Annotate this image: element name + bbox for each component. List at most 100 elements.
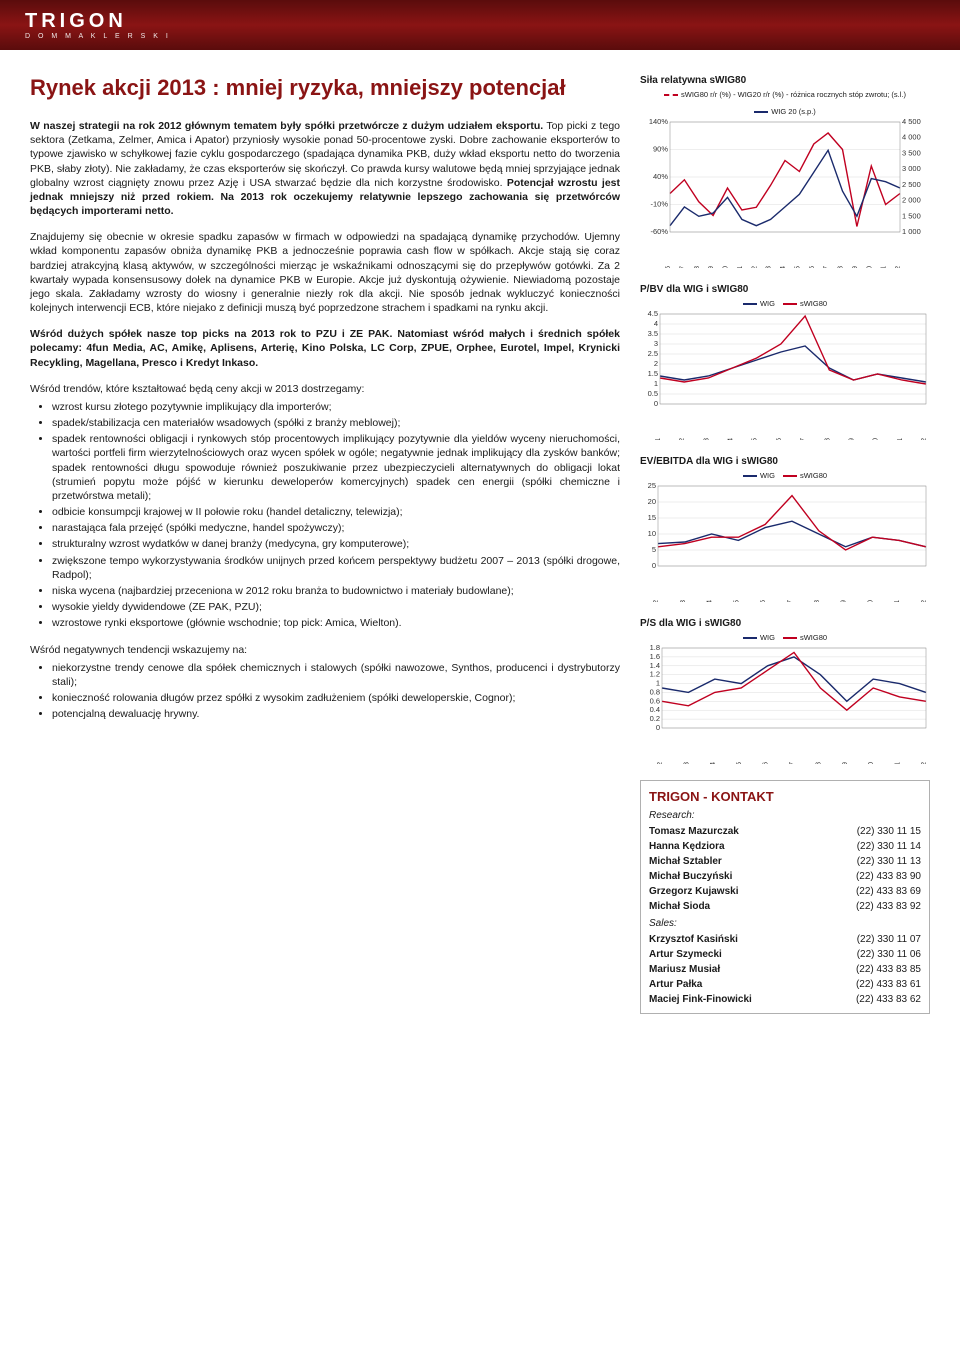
svg-text:140%: 140% [649,118,669,126]
svg-text:0: 0 [654,399,658,408]
svg-text:2: 2 [654,359,658,368]
svg-text:mar 09: mar 09 [841,600,848,602]
svg-text:mar 10: mar 10 [867,600,874,602]
svg-text:mar 10: mar 10 [868,762,875,764]
legend-wig: WIG [743,299,775,308]
svg-text:cze 04: cze 04 [728,438,735,440]
svg-text:mar 04: mar 04 [707,600,714,602]
svg-text:mar 12: mar 12 [921,762,928,764]
contact-row: Michał Sztabler(22) 330 11 13 [649,854,921,869]
svg-text:sty 05: sty 05 [794,266,801,268]
contact-phone: (22) 330 11 07 [857,932,921,947]
contact-phone: (22) 433 83 92 [856,899,921,914]
svg-text:15: 15 [648,513,656,522]
svg-text:mar 06: mar 06 [760,600,767,602]
svg-text:0.6: 0.6 [650,696,660,705]
chart-3: EV/EBITDA dla WIG i sWIG80 WIG sWIG80 05… [640,456,930,602]
legend-line-navy-icon [754,111,768,113]
contact-row: Tomasz Mazurczak(22) 330 11 15 [649,824,921,839]
chart-3-svg: 0510152025mar 02mar 03mar 04mar 05mar 06… [640,482,930,602]
contact-box: TRIGON - KONTAKT Research: Tomasz Mazurc… [640,780,930,1014]
contact-row: Michał Sioda (22) 433 83 92 [649,899,921,914]
chart-2: P/BV dla WIG i sWIG80 WIG sWIG80 00.511.… [640,284,930,440]
svg-text:mar 08: mar 08 [815,762,822,764]
svg-text:sty 96: sty 96 [665,266,672,268]
list-item: konieczność rolowania długów przez spółk… [52,691,620,705]
contact-phone: (22) 330 11 06 [857,947,921,962]
svg-text:mar 06: mar 06 [763,762,770,764]
legend-wig20-label: WIG 20 (s.p.) [771,107,816,116]
paragraph-2: Znajdujemy się obecnie w okresie spadku … [30,230,620,315]
trends-list: wzrost kursu złotego pozytywnie implikuj… [30,400,620,631]
contact-name: Artur Szymecki [649,947,722,962]
research-label: Research: [649,810,921,821]
list-item: zwiększone tempo wykorzystywania środków… [52,554,620,582]
svg-text:0.8: 0.8 [650,687,660,696]
legend-wig-label: WIG [760,633,775,642]
svg-text:sty 08: sty 08 [838,266,845,268]
svg-text:-10%: -10% [650,200,668,209]
page: Rynek akcji 2013 : mniej ryzyka, mniejsz… [0,50,960,1039]
contact-row: Maciej Fink-Finowicki(22) 433 83 62 [649,992,921,1007]
svg-text:sty 99: sty 99 [708,266,715,268]
contact-phone: (22) 433 83 62 [856,992,921,1007]
contact-name: Artur Pałka [649,977,702,992]
main-title: Rynek akcji 2013 : mniej ryzyka, mniejsz… [30,75,620,101]
logo-sub: D O M M A K L E R S K I [25,33,171,40]
svg-text:4: 4 [654,319,658,328]
svg-text:mar 08: mar 08 [814,600,821,602]
svg-text:25: 25 [648,482,656,490]
svg-text:cze 07: cze 07 [800,438,807,440]
svg-text:mar 12: mar 12 [921,600,928,602]
contact-name: Michał Sioda [649,899,710,914]
contact-phone: (22) 433 83 85 [856,962,921,977]
logo-main: TRIGON [25,10,171,33]
contact-row: Krzysztof Kasiński(22) 330 11 07 [649,932,921,947]
svg-text:mar 11: mar 11 [895,762,902,764]
svg-text:cze 06: cze 06 [776,438,783,440]
list-item: niekorzystne trendy cenowe dla spółek ch… [52,661,620,689]
contact-name: Michał Sztabler [649,854,722,869]
svg-text:1.5: 1.5 [648,369,658,378]
legend-line-wig-icon [743,303,757,305]
contact-name: Hanna Kędziora [649,839,725,854]
svg-text:10: 10 [648,529,656,538]
svg-text:4 500: 4 500 [902,118,921,126]
legend-swig-label: sWIG80 [800,471,827,480]
svg-text:mar 02: mar 02 [657,762,664,764]
svg-text:cze 09: cze 09 [848,438,855,440]
legend-swig-3: sWIG80 [783,471,827,480]
svg-text:cze 10: cze 10 [873,438,880,440]
contact-title: TRIGON - KONTAKT [649,789,921,804]
legend-wig-label: WIG [760,299,775,308]
legend-line-red-icon [664,94,678,96]
svg-text:mar 07: mar 07 [787,600,794,602]
svg-text:mar 11: mar 11 [894,600,901,602]
chart-1-title: Siła relatywna sWIG80 [640,75,930,86]
svg-text:1 500: 1 500 [902,211,921,220]
list-item: strukturalny wzrost wydatków w danej bra… [52,537,620,551]
svg-text:sty 00: sty 00 [723,266,730,268]
svg-text:cze 03: cze 03 [703,438,710,440]
chart-1-svg: -60%-10%40%90%140%1 0001 5002 0002 5003 … [640,118,930,268]
chart-4: P/S dla WIG i sWIG80 WIG sWIG80 00.20.40… [640,618,930,764]
contact-phone: (22) 433 83 90 [856,869,921,884]
legend-line-swig-icon [783,303,797,305]
svg-text:sty 09: sty 09 [852,266,859,268]
contact-phone: (22) 330 11 14 [857,839,921,854]
svg-text:sty 06: sty 06 [809,266,816,268]
contact-row: Mariusz Musiał(22) 433 83 85 [649,962,921,977]
svg-text:sty 10: sty 10 [866,266,873,268]
svg-text:mar 03: mar 03 [683,762,690,764]
svg-text:0.5: 0.5 [648,389,658,398]
svg-text:mar 05: mar 05 [733,600,740,602]
legend-wig20: WIG 20 (s.p.) [754,107,816,116]
svg-text:1.8: 1.8 [650,644,660,652]
svg-text:3.5: 3.5 [648,329,658,338]
svg-text:cze 05: cze 05 [752,438,759,440]
chart-3-title: EV/EBITDA dla WIG i sWIG80 [640,456,930,467]
paragraph-3: Wśród dużych spółek nasze top picks na 2… [30,327,620,370]
legend-wig-3: WIG [743,471,775,480]
svg-text:3 500: 3 500 [902,148,921,157]
header-bar: TRIGON D O M M A K L E R S K I [0,0,960,50]
